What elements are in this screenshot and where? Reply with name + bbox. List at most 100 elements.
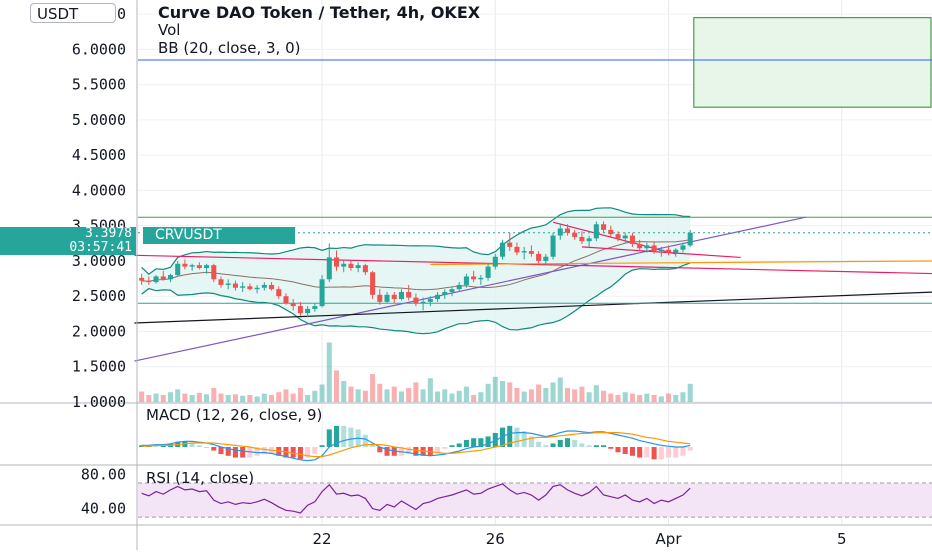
currency-selector[interactable]: USDT — [30, 3, 116, 23]
candle-body — [637, 244, 643, 249]
candle-body — [297, 306, 303, 314]
macd-histogram-bar — [297, 447, 303, 460]
candle-body — [658, 249, 664, 252]
candle-body — [384, 294, 390, 302]
candle-body — [420, 301, 426, 304]
candle-body — [225, 283, 231, 285]
volume-bar — [521, 391, 527, 402]
macd-legend[interactable]: MACD (12, 26, close, 9) — [146, 406, 323, 424]
volume-bar — [420, 389, 426, 402]
candle-body — [572, 232, 578, 237]
macd-histogram-bar — [680, 447, 686, 456]
candle-body — [557, 228, 563, 236]
price-axis-tick: 2.5000 — [72, 287, 126, 305]
macd-histogram-bar — [463, 439, 469, 447]
candle-body — [283, 296, 289, 304]
volume-bar — [514, 388, 520, 402]
volume-bar — [507, 382, 513, 402]
rsi-band — [138, 483, 932, 518]
candle-body — [666, 249, 672, 253]
macd-histogram-bar — [499, 427, 506, 447]
volume-bar — [622, 392, 628, 402]
macd-histogram-bar — [629, 447, 635, 456]
macd-histogram-bar — [586, 445, 592, 447]
volume-bar — [579, 386, 585, 402]
bollinger-lower — [141, 262, 691, 335]
price-axis-tick: 1.0000 — [72, 393, 126, 411]
candle-body — [167, 275, 174, 280]
candle-body — [601, 224, 607, 230]
candle-body — [536, 253, 542, 261]
candle-body — [651, 245, 657, 252]
volume-bar — [463, 386, 469, 402]
candle-body — [196, 265, 202, 268]
candle-body — [370, 272, 376, 295]
macd-histogram-bar — [543, 445, 549, 447]
chart-title: Curve DAO Token / Tether, 4h, OKEX — [158, 3, 481, 22]
last-price-tag: 3.3978 — [0, 227, 136, 241]
symbol-tag: CRVUSDT — [143, 227, 295, 244]
volume-bar — [175, 389, 181, 402]
macd-histogram-bar — [521, 431, 527, 447]
volume-bar — [601, 390, 607, 402]
volume-bar — [442, 389, 448, 402]
volume-bar — [586, 392, 592, 402]
volume-bar — [240, 395, 246, 402]
bollinger-legend[interactable]: BB (20, close, 3, 0) — [158, 39, 301, 57]
volume-bar — [355, 389, 361, 402]
price-axis-tick: 6.0000 — [72, 40, 126, 58]
volume-bar — [687, 383, 693, 402]
bollinger-basis — [141, 239, 691, 291]
candle-body — [276, 289, 282, 297]
macd-histogram-bar — [377, 447, 383, 453]
volume-bar — [182, 393, 188, 402]
rsi-legend[interactable]: RSI (14, close) — [146, 469, 255, 487]
macd-histogram-bar — [362, 434, 368, 447]
macd-histogram-bar — [564, 438, 571, 447]
macd-histogram-bar — [550, 443, 556, 447]
volume-bar — [232, 394, 238, 402]
candle-body — [182, 263, 188, 267]
candle-body — [442, 291, 448, 295]
rsi-axis-tick: 80.00 — [81, 466, 126, 484]
macd-histogram-bar — [601, 445, 607, 447]
macd-histogram-bar — [333, 425, 340, 447]
macd-histogram-bar — [232, 447, 238, 458]
candle-body — [687, 232, 693, 246]
candle-body — [160, 276, 166, 280]
trendline-falling — [134, 254, 932, 275]
macd-histogram-bar — [637, 447, 643, 458]
volume-bar — [673, 395, 679, 402]
candle-body — [485, 266, 491, 278]
macd-histogram-bar — [658, 447, 664, 460]
macd-histogram-bar — [153, 445, 159, 447]
volume-bar — [211, 388, 217, 402]
candle-layer — [139, 221, 693, 402]
macd-histogram-bar — [160, 445, 166, 447]
candle-body — [463, 276, 469, 285]
candle-body — [189, 265, 195, 267]
macd-histogram-bar — [341, 425, 347, 447]
volume-bar — [326, 342, 332, 402]
macd-histogram-bar — [370, 443, 376, 447]
candle-body — [543, 256, 549, 261]
volume-legend[interactable]: Vol — [158, 21, 181, 39]
macd-histogram-bar — [485, 436, 491, 447]
macd-histogram-bar — [312, 447, 318, 455]
volume-bar — [269, 395, 275, 402]
candle-body — [290, 303, 296, 307]
volume-bar — [427, 378, 433, 402]
candle-body — [391, 294, 397, 300]
macd-histogram-bar — [514, 427, 520, 447]
candle-body — [615, 234, 621, 239]
macd-histogram-bar — [528, 436, 534, 447]
candle-body — [550, 235, 556, 257]
volume-bar — [572, 389, 578, 402]
macd-histogram-bar — [319, 445, 325, 447]
macd-histogram-bar — [225, 447, 231, 456]
candle-body — [673, 249, 679, 253]
volume-bar — [471, 395, 477, 402]
candle-body — [492, 256, 498, 267]
